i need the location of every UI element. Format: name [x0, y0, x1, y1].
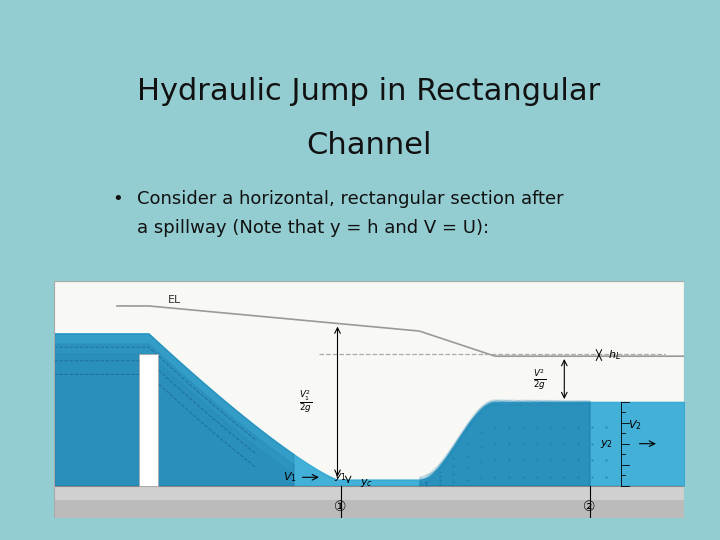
Text: $\frac{V^2}{2g}$: $\frac{V^2}{2g}$: [533, 367, 546, 391]
Text: $V_2$: $V_2$: [628, 418, 642, 432]
Bar: [54, 500, 684, 518]
Text: Consider a horizontal, rectangular section after: Consider a horizontal, rectangular secti…: [138, 190, 564, 207]
Text: $y_2$: $y_2$: [600, 438, 613, 450]
Text: ②: ②: [583, 500, 595, 514]
Text: $h_L$: $h_L$: [608, 348, 621, 362]
Text: ①: ①: [334, 500, 347, 514]
Text: $y_c$: $y_c$: [359, 476, 372, 489]
Bar: [139, 354, 158, 485]
Text: $\frac{V_1^2}{2g}$: $\frac{V_1^2}{2g}$: [300, 388, 312, 415]
Text: Hydraulic Jump in Rectangular: Hydraulic Jump in Rectangular: [138, 77, 600, 106]
Text: EL: EL: [167, 295, 181, 305]
Text: a spillway (Note that y = h and V = U):: a spillway (Note that y = h and V = U):: [138, 219, 490, 237]
Text: •: •: [112, 190, 123, 207]
Text: Channel: Channel: [306, 131, 432, 160]
Text: $y_1$: $y_1$: [334, 471, 348, 483]
Bar: [54, 485, 684, 518]
Text: $V_1$: $V_1$: [283, 470, 297, 484]
